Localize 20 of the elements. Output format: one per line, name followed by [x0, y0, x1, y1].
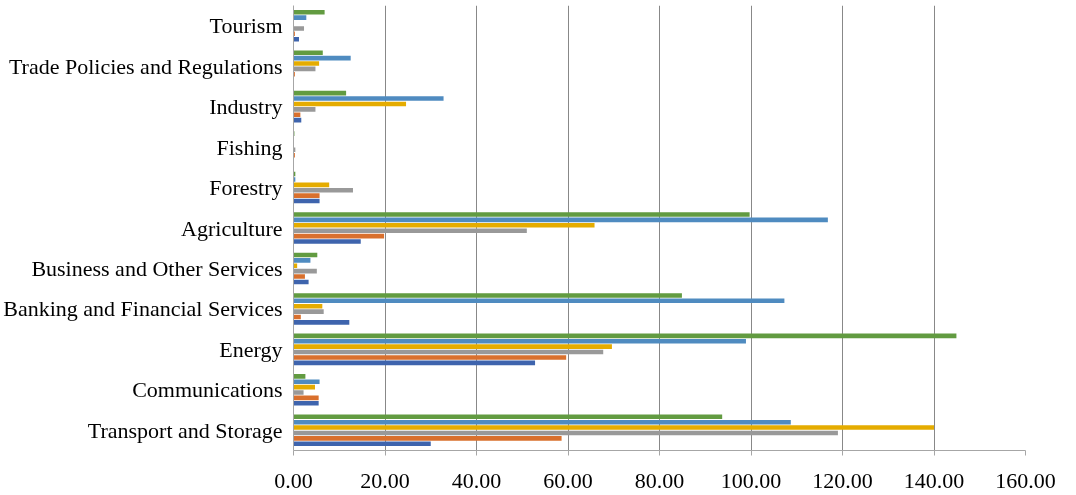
y-tick-label: Trade Policies and Regulations — [8, 53, 283, 79]
x-tick-label: 0.00 — [274, 467, 313, 493]
x-tick-label: 80.00 — [634, 467, 685, 493]
y-tick-label: Energy — [219, 336, 283, 362]
y-tick-label: Business and Other Services — [31, 255, 283, 281]
y-tick-label: Fishing — [216, 134, 283, 160]
x-tick-label: 20.00 — [360, 467, 410, 493]
y-tick-label: Agriculture — [181, 215, 283, 241]
x-tick-label: 60.00 — [543, 467, 593, 493]
y-tick-label: Transport and Storage — [87, 417, 283, 443]
x-tick-label: 160.00 — [995, 467, 1056, 493]
y-tick-label: Industry — [209, 94, 283, 120]
y-tick-label: Banking and Financial Services — [3, 296, 283, 322]
y-tick-label: Communications — [132, 377, 283, 403]
x-tick-label: 40.00 — [451, 467, 502, 493]
y-tick-label: Forestry — [209, 175, 283, 201]
x-tick-label: 120.00 — [812, 467, 873, 493]
x-tick-label: 100.00 — [720, 467, 782, 493]
x-tick-label: 140.00 — [903, 467, 965, 493]
y-tick-label: Tourism — [209, 13, 283, 39]
